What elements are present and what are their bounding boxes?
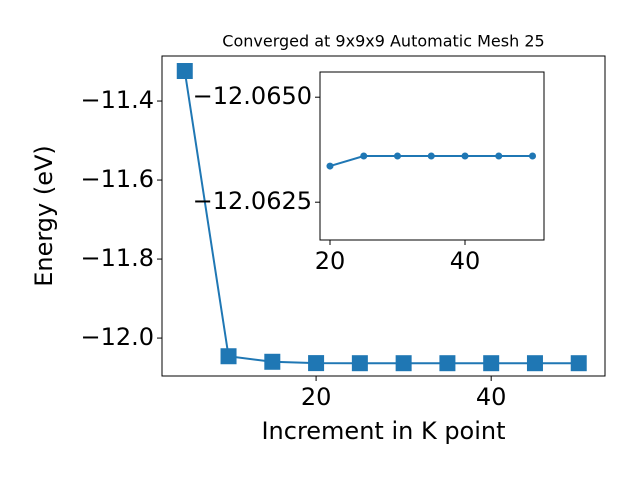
x-axis-label: Increment in K point: [261, 417, 505, 445]
marker: [529, 152, 537, 160]
y-axis-label: Energy (eV): [30, 145, 58, 287]
y-tick-label: −12.0650: [193, 82, 312, 110]
y-tick-label: −12.0: [80, 323, 154, 351]
marker: [526, 355, 543, 372]
marker: [308, 355, 325, 372]
marker: [495, 152, 503, 160]
marker: [427, 152, 435, 160]
x-tick-label: 40: [476, 383, 507, 411]
marker: [395, 355, 412, 372]
chart-title: Converged at 9x9x9 Automatic Mesh 25: [222, 32, 544, 51]
marker: [220, 348, 237, 365]
marker: [360, 152, 368, 160]
x-tick-label: 20: [315, 247, 346, 275]
y-tick-label: −11.8: [80, 244, 154, 272]
marker: [351, 355, 368, 372]
marker: [264, 353, 281, 370]
marker: [439, 355, 456, 372]
y-tick-label: −12.0625: [193, 187, 312, 215]
x-tick-label: 40: [450, 247, 481, 275]
marker: [176, 63, 193, 80]
y-tick-label: −11.6: [80, 165, 154, 193]
x-tick-label: 20: [301, 383, 332, 411]
marker: [394, 152, 402, 160]
marker: [570, 355, 587, 372]
marker: [326, 162, 334, 170]
y-tick-label: −11.4: [80, 86, 154, 114]
line: [183, 70, 579, 365]
marker: [461, 152, 469, 160]
marker: [483, 355, 500, 372]
